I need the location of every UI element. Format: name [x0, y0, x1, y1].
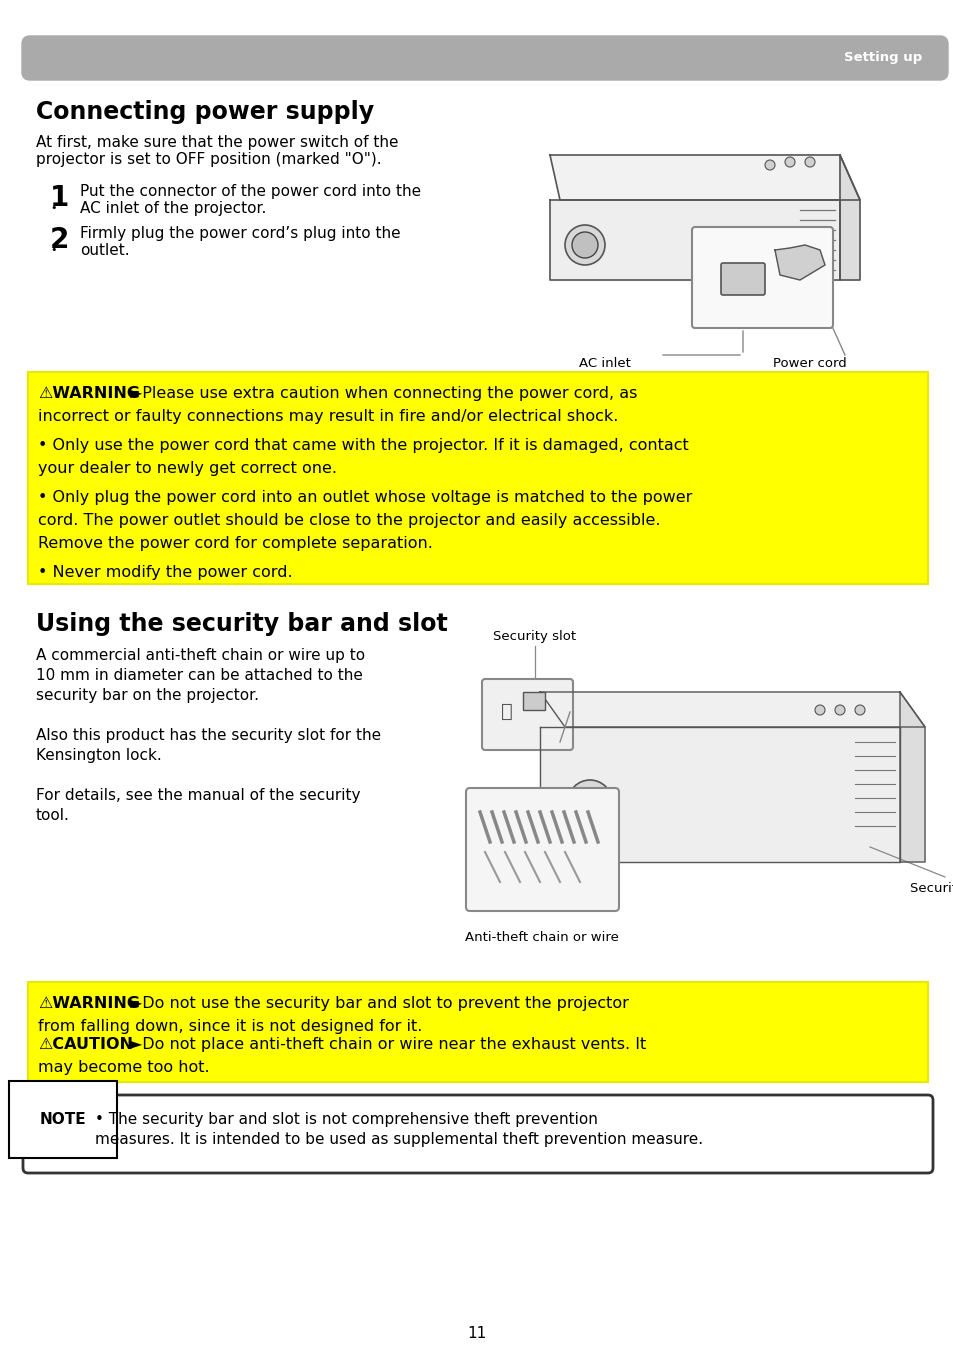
Text: At first, make sure that the power switch of the: At first, make sure that the power switc… [36, 135, 398, 150]
Text: Using the security bar and slot: Using the security bar and slot [36, 612, 447, 636]
Polygon shape [774, 245, 824, 280]
Text: 1: 1 [50, 184, 70, 213]
Text: outlet.: outlet. [80, 242, 130, 259]
Text: projector is set to OFF position (marked "O").: projector is set to OFF position (marked… [36, 152, 381, 167]
Circle shape [564, 225, 604, 265]
Text: • Only use the power cord that came with the projector. If it is damaged, contac: • Only use the power cord that came with… [38, 437, 688, 454]
Text: 2: 2 [50, 226, 70, 255]
Text: • Never modify the power cord.: • Never modify the power cord. [38, 565, 293, 580]
Text: Anti-theft chain or wire: Anti-theft chain or wire [464, 932, 618, 944]
Polygon shape [840, 154, 859, 280]
Text: 10 mm in diameter can be attached to the: 10 mm in diameter can be attached to the [36, 668, 362, 682]
Circle shape [764, 160, 774, 171]
Circle shape [854, 705, 864, 715]
FancyBboxPatch shape [22, 37, 947, 80]
Text: A commercial anti-theft chain or wire up to: A commercial anti-theft chain or wire up… [36, 649, 365, 663]
FancyBboxPatch shape [465, 788, 618, 911]
Text: NOTE: NOTE [40, 1112, 87, 1127]
Text: 🔒: 🔒 [500, 701, 513, 720]
Circle shape [576, 788, 603, 816]
FancyBboxPatch shape [720, 263, 764, 295]
Polygon shape [550, 200, 840, 280]
Text: your dealer to newly get correct one.: your dealer to newly get correct one. [38, 460, 336, 477]
Text: • Only plug the power cord into an outlet whose voltage is matched to the power: • Only plug the power cord into an outle… [38, 490, 692, 505]
FancyBboxPatch shape [481, 678, 573, 750]
Text: ►Do not use the security bar and slot to prevent the projector: ►Do not use the security bar and slot to… [130, 997, 628, 1011]
Bar [28, 982, 927, 1082]
Text: Connecting power supply: Connecting power supply [36, 100, 374, 125]
Text: Firmly plug the power cord’s plug into the: Firmly plug the power cord’s plug into t… [80, 226, 400, 241]
Circle shape [567, 780, 612, 825]
Text: Kensington lock.: Kensington lock. [36, 747, 162, 764]
Text: ⚠WARNING: ⚠WARNING [38, 997, 140, 1011]
Text: • The security bar and slot is not comprehensive theft prevention: • The security bar and slot is not compr… [95, 1112, 598, 1127]
Text: Remove the power cord for complete separation.: Remove the power cord for complete separ… [38, 536, 433, 551]
FancyBboxPatch shape [23, 1095, 932, 1173]
Circle shape [834, 705, 844, 715]
Text: Power cord: Power cord [772, 357, 846, 370]
Text: cord. The power outlet should be close to the projector and easily accessible.: cord. The power outlet should be close t… [38, 513, 659, 528]
Text: incorrect or faulty connections may result in fire and/or electrical shock.: incorrect or faulty connections may resu… [38, 409, 618, 424]
Polygon shape [899, 692, 924, 862]
Text: tool.: tool. [36, 808, 70, 823]
Text: •: • [50, 203, 56, 213]
Text: Setting up: Setting up [842, 51, 921, 65]
Bar [28, 372, 927, 584]
Text: AC inlet of the projector.: AC inlet of the projector. [80, 200, 266, 217]
Polygon shape [550, 154, 859, 200]
Text: AC inlet: AC inlet [578, 357, 630, 370]
Text: ►Please use extra caution when connecting the power cord, as: ►Please use extra caution when connectin… [130, 386, 637, 401]
FancyBboxPatch shape [691, 227, 832, 328]
Text: from falling down, since it is not designed for it.: from falling down, since it is not desig… [38, 1020, 422, 1034]
Bar [522, 692, 544, 709]
Text: measures. It is intended to be used as supplemental theft prevention measure.: measures. It is intended to be used as s… [95, 1132, 702, 1147]
Text: may become too hot.: may become too hot. [38, 1060, 210, 1075]
Circle shape [804, 157, 814, 167]
Text: ⚠CAUTION: ⚠CAUTION [38, 1037, 132, 1052]
Text: 11: 11 [467, 1326, 486, 1340]
Polygon shape [539, 727, 899, 862]
Text: Put the connector of the power cord into the: Put the connector of the power cord into… [80, 184, 420, 199]
Text: security bar on the projector.: security bar on the projector. [36, 688, 258, 703]
Circle shape [572, 232, 598, 259]
Polygon shape [539, 692, 924, 727]
Text: For details, see the manual of the security: For details, see the manual of the secur… [36, 788, 360, 803]
Text: ►Do not place anti-theft chain or wire near the exhaust vents. It: ►Do not place anti-theft chain or wire n… [130, 1037, 645, 1052]
Text: Also this product has the security slot for the: Also this product has the security slot … [36, 728, 381, 743]
Text: Security bar: Security bar [909, 881, 953, 895]
Text: •: • [50, 245, 56, 255]
Text: Security slot: Security slot [493, 630, 576, 643]
Circle shape [814, 705, 824, 715]
Circle shape [784, 157, 794, 167]
Text: ⚠WARNING: ⚠WARNING [38, 386, 140, 401]
